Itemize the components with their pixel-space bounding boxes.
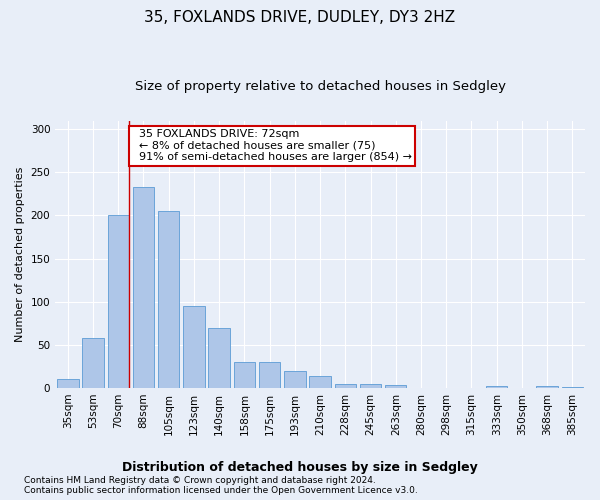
Bar	[158, 211, 179, 388]
Bar	[385, 384, 406, 388]
Bar	[183, 306, 205, 388]
Bar	[310, 376, 331, 388]
Text: 35, FOXLANDS DRIVE, DUDLEY, DY3 2HZ: 35, FOXLANDS DRIVE, DUDLEY, DY3 2HZ	[145, 10, 455, 25]
Bar	[259, 362, 280, 388]
Title: Size of property relative to detached houses in Sedgley: Size of property relative to detached ho…	[134, 80, 506, 93]
Text: Contains HM Land Registry data © Crown copyright and database right 2024.: Contains HM Land Registry data © Crown c…	[24, 476, 376, 485]
Bar	[107, 214, 129, 388]
Bar	[536, 386, 558, 388]
Text: 35 FOXLANDS DRIVE: 72sqm
  ← 8% of detached houses are smaller (75)
  91% of sem: 35 FOXLANDS DRIVE: 72sqm ← 8% of detache…	[132, 129, 412, 162]
Text: Distribution of detached houses by size in Sedgley: Distribution of detached houses by size …	[122, 461, 478, 474]
Bar	[486, 386, 508, 388]
Bar	[233, 362, 255, 388]
Bar	[208, 328, 230, 388]
Bar	[133, 187, 154, 388]
Y-axis label: Number of detached properties: Number of detached properties	[15, 166, 25, 342]
Bar	[335, 384, 356, 388]
Bar	[562, 387, 583, 388]
Bar	[57, 380, 79, 388]
Bar	[360, 384, 381, 388]
Text: Contains public sector information licensed under the Open Government Licence v3: Contains public sector information licen…	[24, 486, 418, 495]
Bar	[82, 338, 104, 388]
Bar	[284, 371, 305, 388]
